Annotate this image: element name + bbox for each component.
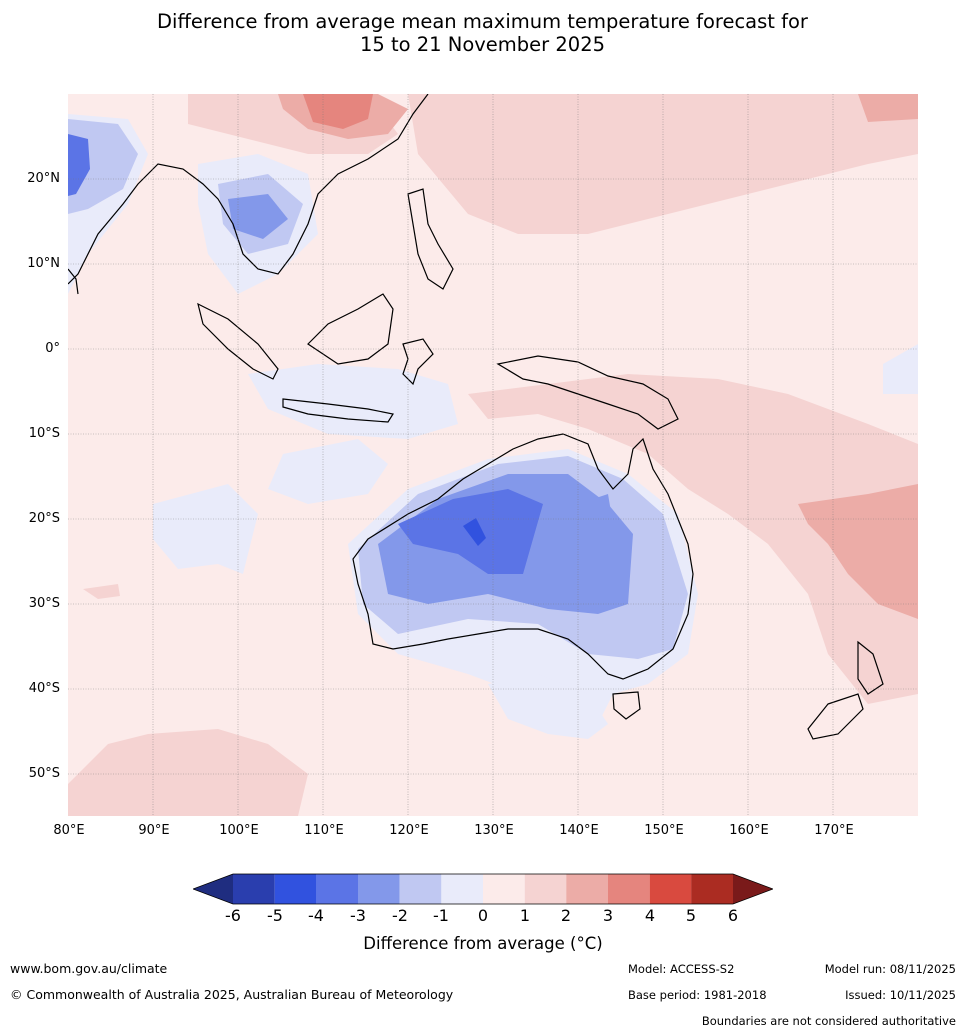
website-link[interactable]: www.bom.gov.au/climate [10, 961, 168, 976]
anomaly-warm-southern-ocean [68, 729, 308, 816]
title-line-1: Difference from average mean maximum tem… [157, 10, 808, 33]
anomaly-cool-indian-ocean-2 [268, 439, 388, 504]
issued-date: Issued: 10/11/2025 [845, 988, 956, 1002]
colorbar-segment-n4-n3 [316, 874, 358, 904]
colorbar-border [193, 873, 773, 905]
colorbar-tick: -4 [308, 906, 324, 925]
model-run-date: Model run: 08/11/2025 [824, 962, 956, 976]
philippines-outline [407, 188, 454, 290]
colorbar-tick: 1 [519, 906, 531, 925]
temperature-anomaly-map [68, 94, 918, 816]
boundary-disclaimer: Boundaries are not considered authoritat… [701, 1014, 956, 1028]
colorbar-tick: -2 [392, 906, 408, 925]
colorbar-label: Difference from average (°C) [363, 934, 603, 953]
lat-label-10s: 10°S [28, 426, 60, 441]
lon-label-150e: 150°E [644, 823, 684, 838]
colorbar-segment-n5-n4 [274, 874, 317, 904]
colorbar-low-arrow [193, 874, 233, 904]
lon-label-140e: 140°E [559, 823, 599, 838]
india-east-coast [68, 268, 79, 295]
anomaly-warm-tasman [798, 484, 918, 619]
colorbar-high-arrow [733, 874, 773, 904]
colorbar-tick: -6 [225, 906, 241, 925]
graticule [68, 94, 918, 816]
anomaly-warm-china-peak [303, 94, 373, 129]
colorbar-tick: 3 [602, 906, 614, 925]
colorbar-segment-n2-n1 [399, 874, 442, 904]
lat-label-20n: 20°N [27, 171, 60, 186]
colorbar-tick: -3 [350, 906, 366, 925]
java-outline [282, 398, 394, 423]
australia-outline [352, 433, 694, 680]
anomaly-warm-coral-sea [468, 374, 918, 704]
lon-label-170e: 170°E [814, 823, 854, 838]
anomaly-cool-indochina-core [228, 194, 288, 239]
lat-label-10n: 10°N [27, 256, 60, 271]
borneo-outline [307, 293, 394, 365]
colorbar-segment-n6-n5 [233, 874, 275, 904]
colorbar-segment-4-5 [649, 874, 692, 904]
anomaly-cool-australia-peak [463, 518, 486, 546]
colorbar-segment-n1-0 [441, 874, 483, 904]
anomaly-warm-spot-indian [83, 584, 120, 599]
asia-mainland-outline [68, 94, 429, 285]
lon-label-130e: 130°E [474, 823, 514, 838]
new-guinea-outline [496, 355, 679, 430]
map-title: Difference from average mean maximum tem… [0, 10, 965, 56]
anomaly-warm-nw-pacific [858, 94, 918, 122]
colorbar-tick: 5 [685, 906, 697, 925]
lon-label-120e: 120°E [389, 823, 429, 838]
lon-label-90e: 90°E [138, 823, 170, 838]
title-line-2: 15 to 21 November 2025 [359, 33, 606, 56]
model-name: Model: ACCESS-S2 [628, 962, 735, 976]
colorbar-segment-2-3 [566, 874, 608, 904]
colorbar-segment-n3-n2 [358, 874, 400, 904]
anomaly-cool-sw-pacific [883, 344, 918, 394]
anomaly-cool-bay-of-bengal-core [68, 134, 90, 196]
anomaly-cool-queensland [578, 494, 613, 529]
colorbar-tick: 6 [727, 906, 739, 925]
colorbar [193, 873, 773, 905]
colorbar-tick: 4 [644, 906, 656, 925]
tasmania-outline [612, 691, 641, 720]
sulawesi-outline [402, 338, 434, 386]
anomaly-cool-indian-ocean [153, 484, 258, 574]
lat-label-equator: 0° [45, 341, 60, 356]
lat-label-20s: 20°S [28, 511, 60, 526]
colorbar-segment-0-1 [483, 874, 525, 904]
lat-label-40s: 40°S [28, 681, 60, 696]
colorbar-tick: -5 [267, 906, 283, 925]
lon-label-80e: 80°E [53, 823, 85, 838]
anomaly-cool-java [248, 364, 458, 439]
colorbar-tick: 2 [560, 906, 572, 925]
colorbar-segment-3-4 [608, 874, 650, 904]
base-period: Base period: 1981-2018 [628, 988, 767, 1002]
copyright-text: © Commonwealth of Australia 2025, Austra… [10, 987, 454, 1002]
colorbar-segment-5-6 [691, 874, 733, 904]
anomaly-cool-southern [488, 674, 608, 739]
colorbar-tick: 0 [477, 906, 489, 925]
lon-label-110e: 110°E [304, 823, 344, 838]
colorbar-tick: -1 [433, 906, 449, 925]
lat-label-30s: 30°S [28, 596, 60, 611]
colorbar-segment-1-2 [524, 874, 567, 904]
lon-label-100e: 100°E [219, 823, 259, 838]
lat-label-50s: 50°S [28, 766, 60, 781]
lon-label-160e: 160°E [729, 823, 769, 838]
